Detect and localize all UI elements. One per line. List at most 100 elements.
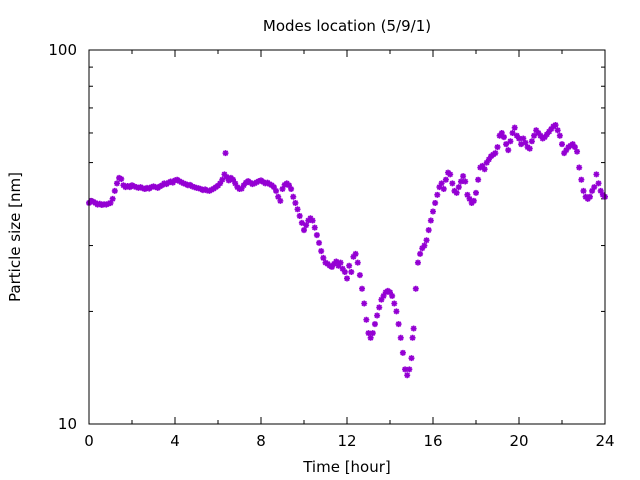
data-point <box>374 312 381 319</box>
data-point <box>387 289 393 296</box>
data-point <box>526 145 533 152</box>
data-point <box>453 189 460 196</box>
data-point <box>109 195 116 202</box>
data-point <box>520 135 527 142</box>
data-point <box>298 219 305 226</box>
data-point <box>543 131 550 138</box>
data-point <box>507 138 514 145</box>
data-point <box>221 171 228 178</box>
data-point <box>316 239 323 246</box>
data-point <box>223 173 230 180</box>
data-point <box>586 193 593 200</box>
data-point <box>440 185 447 192</box>
data-point <box>498 129 505 136</box>
data-point <box>105 200 112 207</box>
data-point <box>363 316 370 323</box>
data-point <box>559 141 565 148</box>
data-point <box>344 275 350 282</box>
data-point <box>328 263 335 270</box>
data-point <box>350 253 357 260</box>
data-point <box>303 222 310 229</box>
x-tick-label: 24 <box>595 432 614 450</box>
data-point <box>556 132 563 139</box>
data-point <box>337 259 344 266</box>
data-point <box>421 242 428 249</box>
data-point <box>339 265 346 272</box>
x-axis-label: Time [hour] <box>302 458 391 476</box>
data-point <box>571 144 578 151</box>
data-point <box>419 245 426 252</box>
data-points <box>86 122 608 379</box>
data-point <box>378 296 385 303</box>
data-point <box>285 182 292 189</box>
data-point <box>113 180 120 187</box>
data-point <box>318 248 325 255</box>
data-point <box>442 176 449 183</box>
data-point <box>430 208 436 215</box>
data-point <box>103 201 110 208</box>
data-point <box>301 227 307 234</box>
data-point <box>455 184 462 191</box>
data-point <box>513 132 520 139</box>
data-point <box>346 262 353 269</box>
data-point <box>432 199 439 206</box>
data-point <box>505 147 512 154</box>
data-point <box>365 330 372 337</box>
data-point <box>473 189 479 196</box>
x-tick-label: 16 <box>423 432 442 450</box>
data-point <box>359 285 366 292</box>
data-point <box>522 139 529 146</box>
data-point <box>554 127 561 134</box>
x-tick-label: 20 <box>509 432 528 450</box>
data-point <box>348 268 355 275</box>
data-point <box>354 259 361 266</box>
data-point <box>376 304 383 311</box>
data-point <box>460 173 467 180</box>
data-point <box>94 201 101 208</box>
data-point <box>492 150 499 157</box>
data-point <box>563 147 570 154</box>
data-point <box>580 187 587 194</box>
data-point <box>533 127 540 134</box>
data-point <box>341 268 348 275</box>
data-point <box>217 180 224 187</box>
data-point <box>230 176 237 183</box>
data-point <box>503 141 510 148</box>
data-point <box>485 156 492 163</box>
data-point <box>436 184 443 191</box>
data-point <box>222 150 229 157</box>
data-point <box>423 237 430 244</box>
data-point <box>397 334 404 341</box>
y-tick-label: 100 <box>48 41 77 59</box>
data-point <box>569 141 576 148</box>
axis-ticks: 0 4 8 12 16 20 24 10 100 <box>48 41 614 450</box>
data-point <box>311 224 318 231</box>
data-point <box>464 191 471 198</box>
data-point <box>589 187 596 194</box>
data-point <box>402 366 409 373</box>
data-point <box>531 132 538 139</box>
data-point <box>412 285 419 292</box>
data-point <box>434 191 441 198</box>
data-point <box>288 185 295 192</box>
data-point <box>393 308 400 315</box>
data-point <box>369 330 376 337</box>
data-point <box>475 176 482 183</box>
data-point <box>292 199 299 206</box>
data-point <box>240 182 247 189</box>
data-point <box>309 217 316 224</box>
data-point <box>447 171 454 178</box>
data-point <box>294 206 301 213</box>
data-point <box>537 132 544 139</box>
data-point <box>578 176 585 183</box>
data-point <box>111 187 118 194</box>
chart-title: Modes location (5/9/1) <box>263 17 431 35</box>
data-point <box>528 138 535 145</box>
data-point <box>279 185 286 192</box>
data-point <box>466 195 473 202</box>
data-point <box>496 132 503 139</box>
data-point <box>307 215 314 222</box>
data-point <box>88 197 95 204</box>
data-point <box>591 184 598 191</box>
